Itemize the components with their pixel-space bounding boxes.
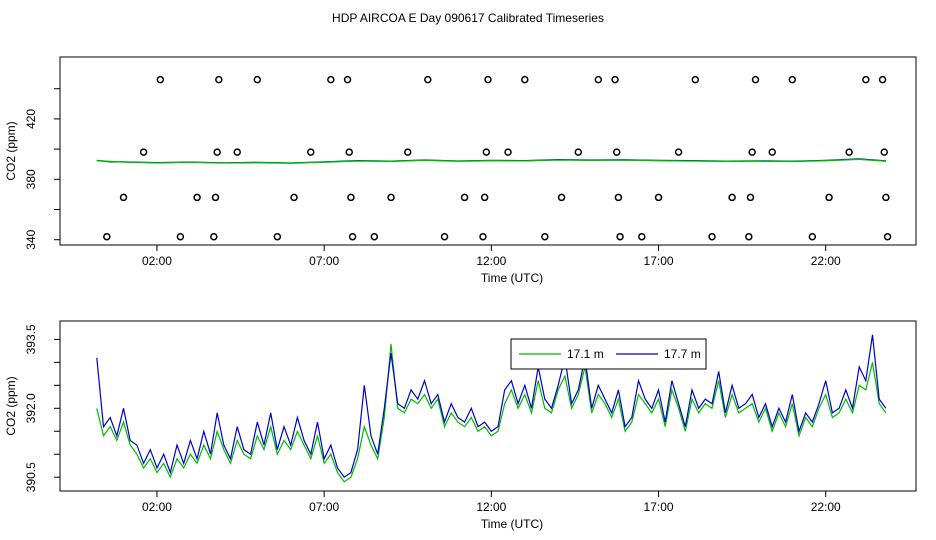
data-point — [176, 232, 185, 241]
legend-label: 17.7 m — [664, 347, 701, 361]
chart-title: HDP AIRCOA E Day 090617 Calibrated Times… — [332, 11, 604, 25]
plot-frame — [59, 320, 917, 492]
data-point — [156, 75, 165, 84]
data-point — [748, 148, 756, 156]
data-point — [343, 75, 352, 84]
data-point — [691, 75, 700, 84]
x-axis-label: Time (UTC) — [481, 517, 543, 531]
data-point — [404, 148, 412, 156]
y-axis-label: CO2 (ppm) — [4, 376, 18, 435]
data-point — [788, 75, 797, 84]
bottom-panel: 02:00 07:00 12:00 17:00 22:00 390.5 392.0 393.5… — [4, 320, 917, 531]
data-point — [233, 148, 241, 156]
x-tick-label: 12:00 — [476, 254, 506, 268]
y-tick-label: 420 — [24, 109, 38, 129]
x-tick-label: 02:00 — [142, 500, 172, 514]
y-tick-label: 340 — [24, 229, 38, 249]
data-point — [193, 193, 201, 202]
data-point — [273, 232, 282, 241]
data-point — [845, 148, 853, 156]
data-point — [862, 75, 870, 84]
data-point — [612, 148, 621, 156]
data-point — [611, 75, 619, 84]
data-point — [768, 148, 776, 156]
data-point — [504, 148, 512, 156]
data-point — [638, 232, 646, 241]
data-point — [808, 232, 817, 241]
series-line-17-1-m — [96, 343, 887, 483]
data-point — [541, 232, 549, 241]
data-point — [327, 75, 335, 84]
data-point — [290, 193, 298, 202]
data-point — [307, 148, 315, 156]
data-point — [728, 193, 736, 202]
x-axis-label: Time (UTC) — [481, 271, 543, 285]
series-line-1 — [96, 158, 886, 164]
data-point — [574, 148, 583, 156]
x-tick-label: 22:00 — [811, 500, 841, 514]
data-point — [674, 148, 683, 156]
x-tick-label: 22:00 — [811, 254, 841, 268]
data-point — [708, 232, 716, 241]
data-point — [746, 193, 755, 202]
data-point — [119, 193, 128, 202]
plot-frame — [59, 56, 917, 246]
data-point — [484, 75, 492, 84]
data-point — [253, 75, 262, 84]
data-point — [745, 232, 753, 241]
data-point — [213, 148, 221, 156]
data-point — [347, 193, 355, 202]
data-point — [387, 193, 395, 202]
x-tick-label: 02:00 — [142, 254, 172, 268]
data-point — [139, 148, 148, 156]
legend-label: 17.1 m — [567, 347, 604, 361]
data-point — [614, 193, 623, 202]
y-tick-label: 390.5 — [24, 462, 38, 492]
data-point — [878, 75, 887, 84]
data-point — [557, 193, 566, 202]
data-point — [210, 232, 218, 241]
data-point — [479, 232, 487, 241]
data-point — [882, 193, 890, 202]
series-line-17-7-m — [96, 334, 887, 479]
x-tick-label: 07:00 — [309, 254, 339, 268]
data-point — [521, 75, 529, 84]
data-point — [460, 193, 469, 202]
data-point — [370, 232, 379, 241]
data-point — [215, 75, 223, 84]
x-tick-label: 07:00 — [309, 500, 339, 514]
legend: 17.1 m 17.7 m — [510, 338, 707, 370]
data-point — [883, 232, 892, 241]
y-tick-label: 380 — [24, 169, 38, 189]
data-point — [594, 75, 603, 84]
data-point — [440, 232, 449, 241]
top-panel: 02:00 07:00 12:00 17:00 22:00 340 380 420 Time (… — [4, 56, 917, 285]
data-point — [880, 148, 888, 156]
y-tick-label: 392.0 — [24, 393, 38, 423]
x-tick-label: 17:00 — [644, 254, 674, 268]
data-point — [616, 232, 624, 241]
data-point — [654, 193, 663, 202]
data-point — [345, 148, 353, 156]
data-point — [103, 232, 111, 241]
y-axis-label: CO2 (ppm) — [4, 121, 18, 180]
data-point — [348, 232, 357, 241]
data-point — [751, 75, 760, 84]
x-tick-label: 12:00 — [476, 500, 506, 514]
data-point — [480, 193, 489, 202]
x-tick-label: 17:00 — [644, 500, 674, 514]
y-tick-label: 393.5 — [24, 324, 38, 354]
data-point — [825, 193, 833, 202]
data-point — [211, 193, 220, 202]
data-point — [424, 75, 432, 84]
data-point — [482, 148, 491, 156]
